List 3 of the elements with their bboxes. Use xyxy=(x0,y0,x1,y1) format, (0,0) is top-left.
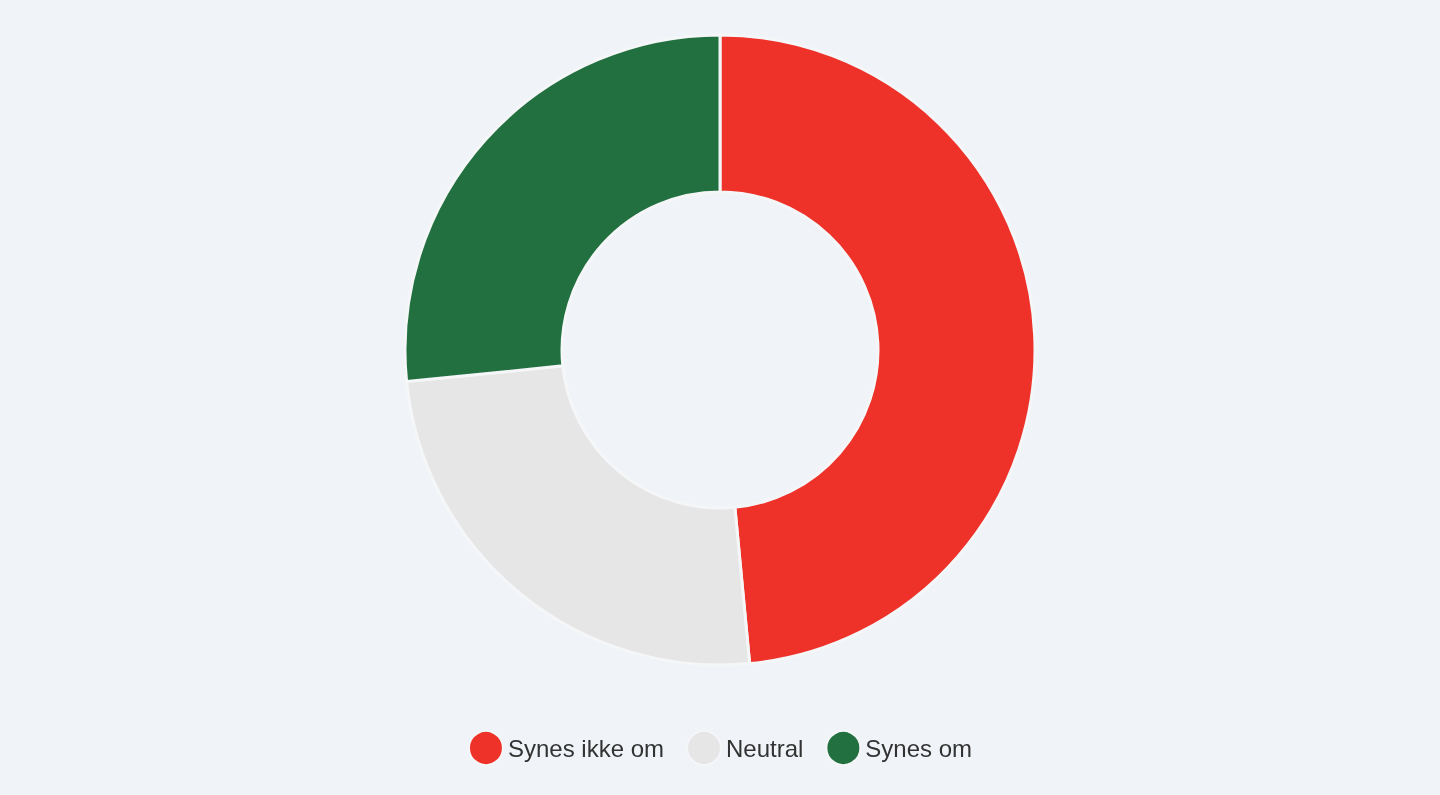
legend-label: Neutral xyxy=(725,734,804,762)
legend-label: Synes om xyxy=(865,734,973,762)
legend-label: Synes ikke om xyxy=(507,734,664,762)
